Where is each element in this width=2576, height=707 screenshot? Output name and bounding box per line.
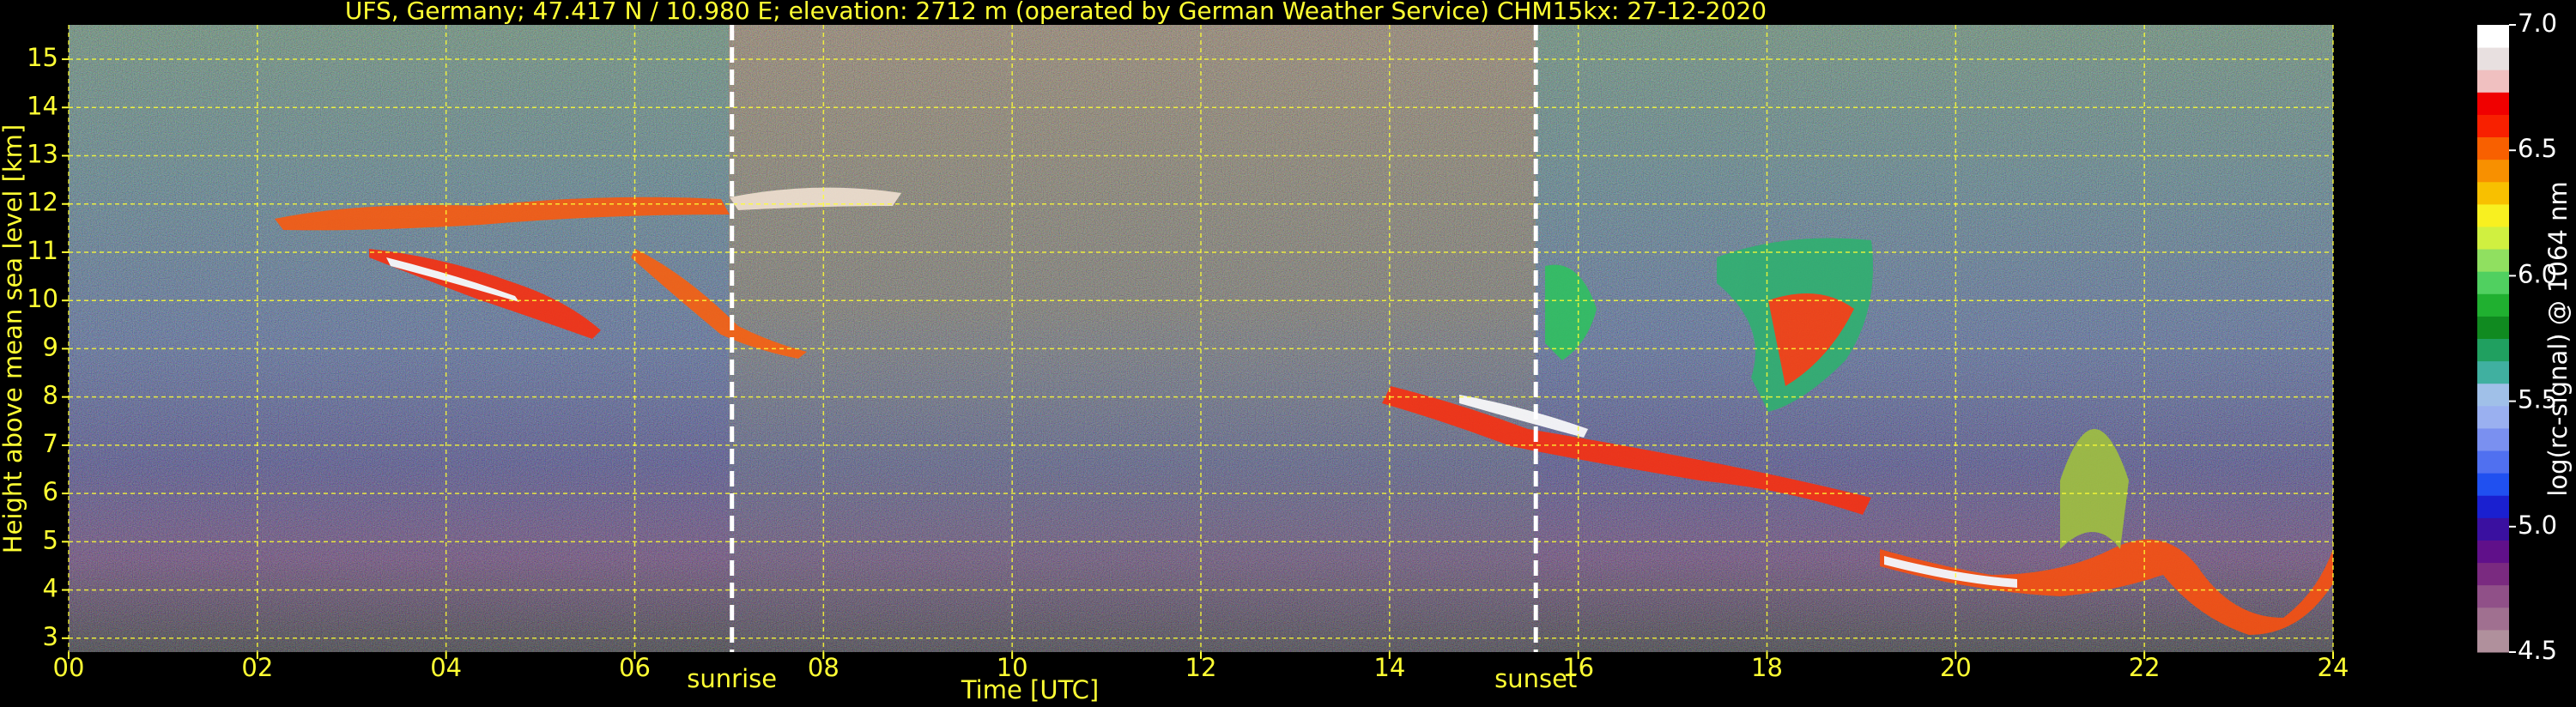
y-tick-label: 14 bbox=[27, 91, 58, 120]
colorbar-swatch bbox=[2477, 383, 2509, 407]
colorbar-swatch bbox=[2477, 584, 2509, 608]
annotation-label: sunrise bbox=[687, 664, 777, 693]
y-tick-label: 3 bbox=[43, 622, 58, 651]
colorbar-swatch bbox=[2477, 114, 2509, 138]
x-tick-label: 08 bbox=[808, 653, 839, 682]
colorbar-swatch bbox=[2477, 159, 2509, 183]
annotation-label: sunset bbox=[1494, 664, 1577, 693]
colorbar-swatch bbox=[2477, 629, 2509, 653]
x-tick-label: 06 bbox=[619, 653, 651, 682]
colorbar-swatch bbox=[2477, 271, 2509, 294]
colorbar-swatch bbox=[2477, 25, 2509, 48]
y-tick-label: 7 bbox=[43, 429, 58, 458]
y-tick-label: 5 bbox=[43, 525, 58, 554]
colorbar-swatch bbox=[2477, 203, 2509, 227]
x-tick-label: 12 bbox=[1185, 653, 1217, 682]
colorbar-tick-label: 5.5 bbox=[2518, 385, 2557, 414]
y-tick-label: 9 bbox=[43, 332, 58, 361]
y-tick-label: 12 bbox=[27, 188, 58, 217]
x-tick-label: 04 bbox=[430, 653, 462, 682]
y-tick-label: 8 bbox=[43, 381, 58, 410]
colorbar-swatch bbox=[2477, 495, 2509, 518]
colorbar-swatch bbox=[2477, 69, 2509, 93]
colorbar-swatch bbox=[2477, 249, 2509, 272]
x-tick-label: 00 bbox=[53, 653, 85, 682]
colorbar-swatch bbox=[2477, 338, 2509, 362]
colorbar-swatch bbox=[2477, 136, 2509, 160]
colorbar-swatch bbox=[2477, 293, 2509, 317]
colorbar-swatch bbox=[2477, 316, 2509, 339]
colorbar-swatch bbox=[2477, 562, 2509, 586]
colorbar-swatch bbox=[2477, 360, 2509, 384]
y-tick-label: 6 bbox=[43, 477, 58, 506]
y-tick-label: 11 bbox=[27, 236, 58, 265]
colorbar-label: log(rc-signal) @ 1064 nm bbox=[2543, 181, 2573, 496]
colorbar-tick-label: 6.0 bbox=[2518, 259, 2557, 288]
colorbar-swatch bbox=[2477, 226, 2509, 250]
colorbar-swatch bbox=[2477, 405, 2509, 429]
y-tick-label: 10 bbox=[27, 284, 58, 313]
x-tick-label: 20 bbox=[1940, 653, 1972, 682]
x-tick-label: 22 bbox=[2129, 653, 2161, 682]
colorbar-swatch bbox=[2477, 607, 2509, 631]
x-tick-label: 14 bbox=[1373, 653, 1405, 682]
x-tick-label: 16 bbox=[1562, 653, 1594, 682]
y-tick-label: 4 bbox=[43, 574, 58, 603]
y-tick-label: 15 bbox=[27, 43, 58, 72]
colorbar-swatch bbox=[2477, 181, 2509, 205]
x-tick-label: 02 bbox=[241, 653, 273, 682]
colorbar-swatch bbox=[2477, 473, 2509, 496]
x-tick-label: 10 bbox=[997, 653, 1028, 682]
colorbar-tick-label: 5.0 bbox=[2518, 511, 2557, 540]
colorbar-tick-label: 4.5 bbox=[2518, 636, 2557, 665]
y-tick-label: 13 bbox=[27, 139, 58, 168]
colorbar-swatch bbox=[2477, 92, 2509, 115]
x-axis-label: Time [UTC] bbox=[961, 675, 1099, 704]
colorbar-tick-label: 6.5 bbox=[2518, 134, 2557, 163]
x-tick-label: 24 bbox=[2318, 653, 2349, 682]
chart-title: UFS, Germany; 47.417 N / 10.980 E; eleva… bbox=[345, 0, 1767, 25]
x-tick-label: 18 bbox=[1751, 653, 1783, 682]
colorbar-swatch bbox=[2477, 450, 2509, 474]
colorbar-tick-label: 7.0 bbox=[2518, 9, 2557, 38]
colorbar-swatch bbox=[2477, 47, 2509, 70]
colorbar-swatch bbox=[2477, 517, 2509, 541]
colorbar-swatch bbox=[2477, 540, 2509, 564]
y-axis-label: Height above mean sea level [km] bbox=[0, 124, 27, 553]
colorbar-swatch bbox=[2477, 427, 2509, 451]
